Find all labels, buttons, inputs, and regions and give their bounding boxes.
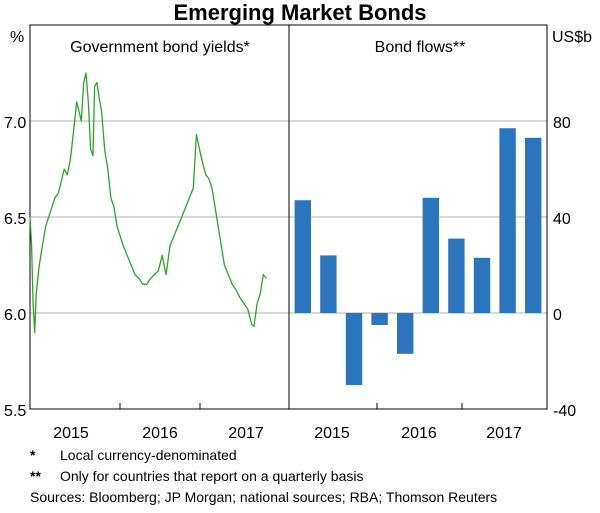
right-panel-title: Bond flows** [375, 39, 466, 56]
right-ytick-40: 40 [553, 211, 571, 228]
left-xtick-2015: 2015 [53, 425, 89, 442]
bond-flow-bar [294, 200, 311, 313]
note-2: ** Only for countries that report on a qu… [30, 466, 497, 487]
note-1-mark: * [30, 447, 36, 463]
yield-line [29, 72, 267, 333]
note-1-text: Local currency-denominated [60, 447, 237, 463]
bond-flow-bar [473, 257, 491, 313]
bond-flow-bar [499, 128, 516, 313]
sources: Sources: Bloomberg; JP Morgan; national … [30, 489, 498, 505]
note-2-text: Only for countries that report on a quar… [60, 468, 364, 484]
notes: * Local currency-denominated ** Only for c… [30, 445, 497, 508]
bond-flow-bar [422, 197, 439, 313]
left-xtick-2017: 2017 [228, 425, 264, 442]
left-ytick-5.5: 5.5 [4, 403, 26, 420]
note-2-mark: ** [30, 468, 41, 484]
chart: Emerging Market Bonds Government bond yi… [4, 0, 592, 442]
bond-flow-bar [525, 137, 542, 313]
bond-flow-bar [320, 255, 337, 313]
right-ytick-80: 80 [553, 115, 571, 132]
right-ytick-minus40: -40 [553, 403, 576, 420]
chart-title: Emerging Market Bonds [173, 0, 426, 25]
left-unit-label: % [10, 29, 24, 46]
left-panel-title: Government bond yields* [70, 39, 250, 56]
bond-flow-bar [397, 313, 414, 354]
right-xtick-2015: 2015 [314, 425, 350, 442]
left-xtick-2016: 2016 [142, 425, 178, 442]
left-ytick-6.0: 6.0 [4, 307, 26, 324]
tick-marks [119, 403, 463, 409]
right-unit-label: US$b [552, 29, 592, 46]
bond-flow-bars [294, 128, 542, 385]
bond-flow-bar [448, 238, 465, 313]
bond-flow-bar [345, 313, 363, 385]
note-1: * Local currency-denominated [30, 445, 497, 466]
right-ytick-0: 0 [553, 307, 562, 324]
left-ytick-6.5: 6.5 [4, 211, 26, 228]
left-ytick-7.0: 7.0 [4, 115, 26, 132]
bond-flow-bar [371, 313, 388, 325]
right-xtick-2016: 2016 [401, 425, 437, 442]
right-xtick-2017: 2017 [486, 425, 522, 442]
